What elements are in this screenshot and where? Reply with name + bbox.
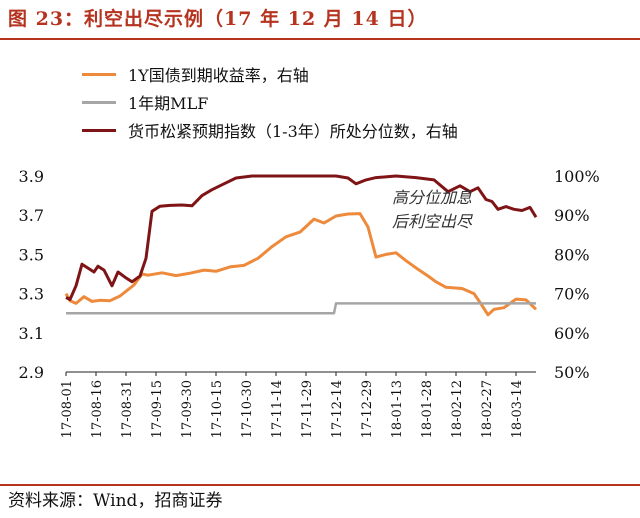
y-right-tick-label: 50% xyxy=(554,363,590,382)
y-left-tick-label: 3.9 xyxy=(19,167,44,186)
chart-annotation: 高分位加息 后利空出尽 xyxy=(392,186,502,234)
y-left-tick-label: 3.5 xyxy=(19,245,44,264)
x-tick-label: 17-10-15 xyxy=(210,380,225,438)
chart-series xyxy=(64,174,538,317)
y-right-tick-label: 100% xyxy=(554,167,600,186)
y-left-tick-label: 2.9 xyxy=(19,363,44,382)
source-rule xyxy=(0,484,640,486)
annotation-line-2: 后利空出尽 xyxy=(392,212,473,231)
source-note: 资料来源：Wind，招商证券 xyxy=(8,491,223,511)
annotation-line-1: 高分位加息 xyxy=(392,188,473,207)
x-tick-label: 18-03-14 xyxy=(510,380,525,438)
legend-item-mlf: 1年期MLF xyxy=(82,88,458,116)
chart-tick-labels: 3.9 3.7 3.5 3.3 3.1 2.9 100% 90% 80% 70% 60% 50% 17-… xyxy=(19,167,600,438)
chart-axes xyxy=(65,371,536,376)
x-tick-label: 17-11-29 xyxy=(300,380,315,438)
x-tick-label: 17-08-16 xyxy=(90,380,105,438)
legend-label-index: 货币松紧预期指数（1-3年）所处分位数，右轴 xyxy=(128,122,458,141)
chart-legend: 1Y国债到期收益率，右轴 1年期MLF 货币松紧预期指数（1-3年）所处分位数，… xyxy=(82,60,458,144)
yield-line xyxy=(64,212,538,317)
x-tick-label: 18-01-28 xyxy=(420,380,435,438)
x-tick-label: 18-02-27 xyxy=(480,380,495,438)
x-tick-label: 17-08-31 xyxy=(120,380,135,438)
x-tick-label: 17-08-01 xyxy=(60,380,75,438)
legend-swatch-index xyxy=(82,128,116,132)
y-right-tick-label: 70% xyxy=(554,285,590,304)
x-tick-label: 17-10-30 xyxy=(240,380,255,438)
y-right-tick-label: 90% xyxy=(554,206,590,225)
legend-label-mlf: 1年期MLF xyxy=(128,94,209,113)
legend-label-yield: 1Y国债到期收益率，右轴 xyxy=(128,66,309,85)
y-left-tick-label: 3.7 xyxy=(19,206,44,225)
legend-swatch-yield xyxy=(82,72,116,76)
y-left-tick-label: 3.1 xyxy=(19,324,44,343)
x-tick-label: 17-12-29 xyxy=(360,380,375,438)
legend-item-yield: 1Y国债到期收益率，右轴 xyxy=(82,60,458,88)
x-tick-label: 18-01-13 xyxy=(390,380,405,438)
legend-swatch-mlf xyxy=(82,100,116,104)
legend-item-index: 货币松紧预期指数（1-3年）所处分位数，右轴 xyxy=(82,116,458,144)
figure-title: 图 23：利空出尽示例（17 年 12 月 14 日） xyxy=(8,8,428,30)
x-tick-label: 17-11-14 xyxy=(270,380,285,438)
x-tick-label: 18-02-12 xyxy=(450,380,465,438)
index-line xyxy=(65,174,538,301)
mlf-line xyxy=(66,302,536,315)
x-tick-label: 17-09-15 xyxy=(150,380,165,438)
y-left-tick-label: 3.3 xyxy=(19,285,44,304)
x-tick-label: 17-09-30 xyxy=(180,380,195,438)
title-rule xyxy=(0,38,640,40)
y-right-tick-label: 80% xyxy=(554,245,590,264)
y-right-tick-label: 60% xyxy=(554,324,590,343)
x-tick-label: 17-12-14 xyxy=(330,380,345,438)
